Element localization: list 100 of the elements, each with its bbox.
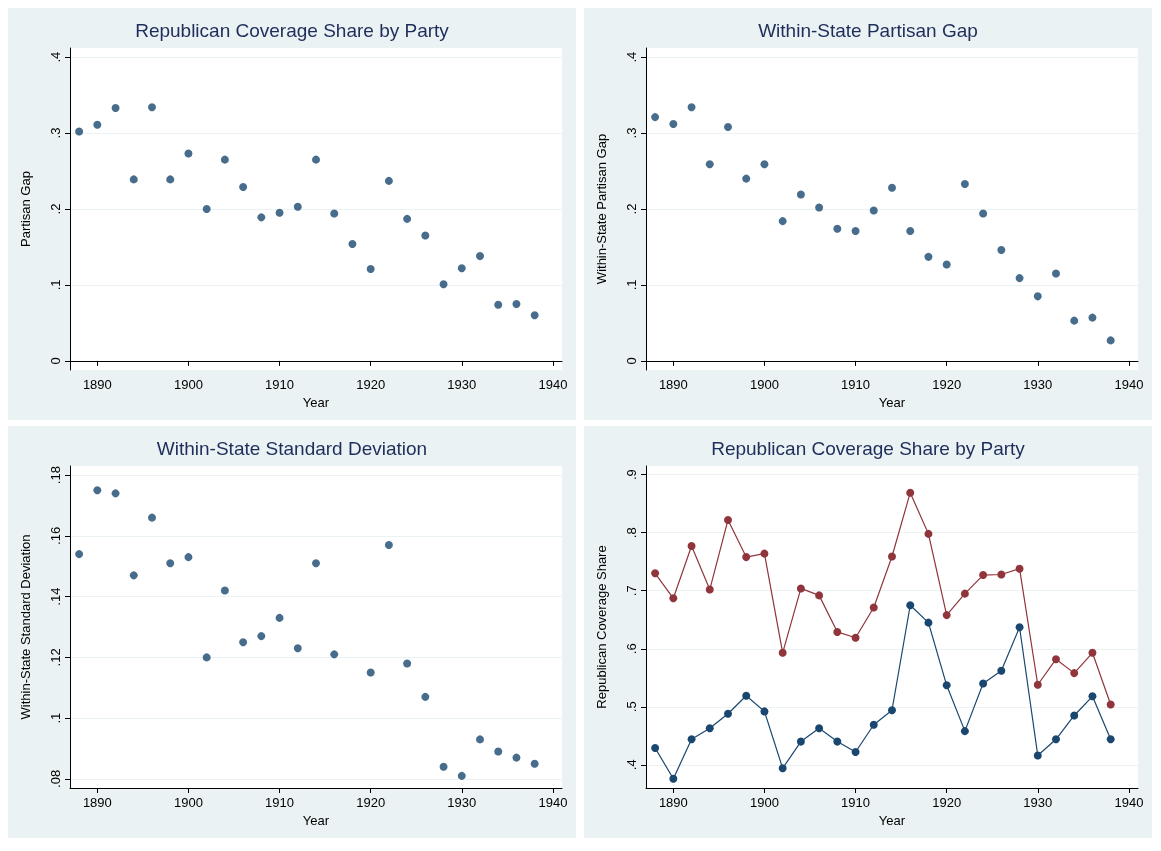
point: [869, 720, 878, 729]
y-tick-label: .1: [48, 279, 63, 291]
x-axis-title: Year: [878, 813, 906, 828]
y-tick-label: .4: [48, 51, 63, 63]
point: [530, 759, 539, 768]
point: [184, 149, 193, 158]
point: [742, 691, 751, 700]
point: [239, 182, 248, 191]
point: [924, 252, 933, 261]
point: [129, 571, 138, 580]
x-tick-label: 1930: [447, 795, 477, 810]
point: [75, 127, 84, 136]
y-axis-title: Republican Coverage Share: [594, 545, 609, 709]
point: [129, 175, 138, 184]
x-tick-label: 1940: [1114, 795, 1144, 810]
point: [851, 633, 860, 642]
point: [93, 120, 102, 129]
point: [997, 246, 1006, 255]
point: [888, 706, 896, 715]
point: [220, 586, 229, 595]
point: [705, 160, 714, 169]
y-axis-title: Within-State Partisan Gap: [594, 133, 609, 285]
y-tick-label: .6: [624, 643, 639, 655]
x-tick-label: 1890: [658, 377, 688, 392]
x-tick-label: 1940: [1114, 377, 1144, 392]
x-tick-label: 1940: [538, 377, 568, 392]
point: [778, 648, 787, 657]
y-tick-label: .14: [48, 587, 63, 606]
point: [202, 653, 211, 662]
point: [669, 594, 678, 603]
point: [906, 227, 915, 236]
point: [1015, 623, 1024, 632]
point: [651, 743, 660, 752]
point: [942, 260, 951, 269]
point: [1088, 313, 1097, 322]
point: [888, 183, 896, 192]
point: [796, 584, 805, 593]
x-tick-label: 1910: [265, 377, 295, 392]
chart-title: Within-State Partisan Gap: [758, 20, 978, 41]
point: [687, 735, 696, 744]
point: [457, 771, 466, 780]
x-tick-label: 1900: [749, 795, 779, 810]
point: [997, 666, 1006, 675]
point: [1052, 735, 1060, 744]
x-tick-label: 1920: [932, 795, 962, 810]
point: [312, 155, 320, 164]
y-tick-label: .5: [624, 701, 639, 713]
point: [760, 707, 769, 716]
point: [330, 209, 339, 218]
point: [742, 174, 751, 183]
point: [1015, 274, 1024, 283]
x-tick-label: 1910: [841, 377, 871, 392]
point: [778, 217, 787, 226]
y-tick-label: .8: [624, 527, 639, 539]
point: [1070, 669, 1079, 678]
point: [476, 252, 484, 261]
point: [924, 618, 933, 627]
point: [348, 239, 357, 248]
point: [257, 632, 266, 641]
point: [906, 601, 915, 610]
y-tick-label: 0: [624, 357, 639, 365]
point: [815, 591, 824, 600]
chart-title: Republican Coverage Share by Party: [711, 438, 1026, 459]
point: [1015, 564, 1024, 573]
point: [1052, 655, 1060, 664]
x-tick-label: 1920: [356, 377, 386, 392]
x-tick-label: 1890: [658, 795, 688, 810]
y-axis-title: Within-State Standard Deviation: [18, 534, 33, 720]
y-tick-label: .7: [624, 585, 639, 597]
point: [979, 209, 988, 218]
point: [384, 176, 393, 185]
point: [275, 208, 284, 217]
y-tick-label: .3: [624, 127, 639, 139]
point: [148, 103, 156, 112]
point: [494, 300, 503, 309]
point: [997, 570, 1006, 579]
point: [851, 748, 860, 757]
point: [1106, 700, 1115, 709]
point: [760, 549, 769, 558]
x-tick-label: 1920: [356, 795, 386, 810]
point: [93, 486, 102, 495]
point: [869, 206, 878, 215]
point: [166, 175, 175, 184]
x-tick-label: 1890: [82, 795, 112, 810]
y-tick-label: .4: [624, 51, 639, 63]
point: [166, 559, 175, 568]
point: [705, 724, 714, 733]
point: [760, 160, 769, 169]
point: [384, 540, 393, 549]
x-axis-title: Year: [302, 395, 330, 410]
point: [111, 104, 120, 112]
point: [75, 550, 84, 559]
point: [439, 762, 448, 771]
point: [833, 627, 842, 636]
x-tick-label: 1910: [841, 795, 871, 810]
point: [651, 569, 660, 578]
point: [869, 603, 878, 612]
point: [1033, 292, 1042, 301]
x-tick-label: 1920: [932, 377, 962, 392]
point: [960, 179, 969, 188]
